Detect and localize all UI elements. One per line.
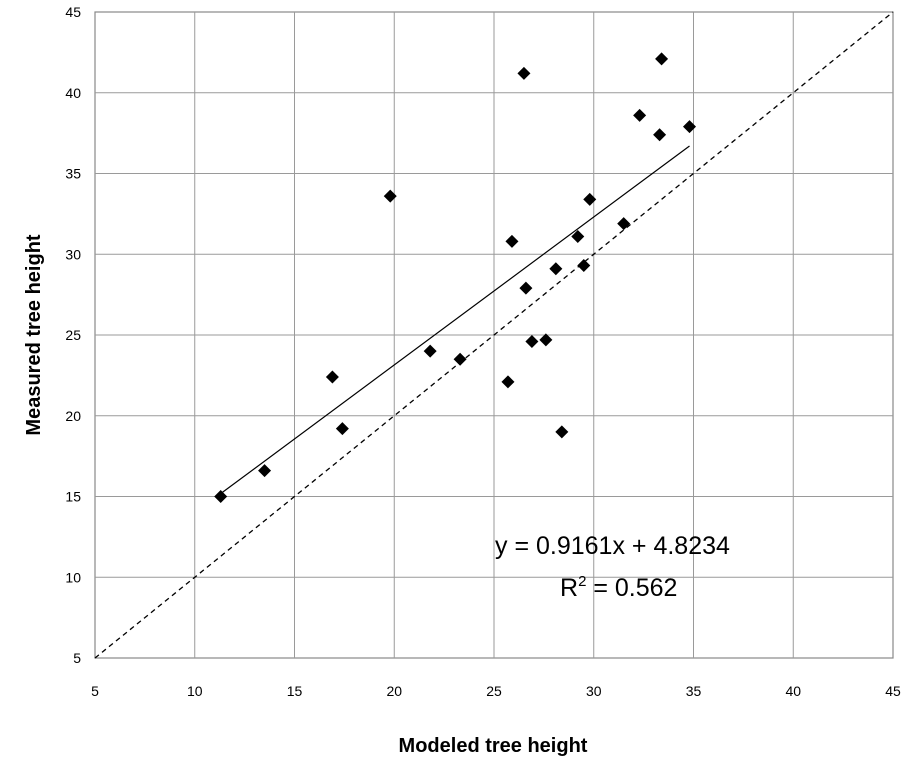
y-tick-label: 40 bbox=[65, 85, 81, 101]
data-point bbox=[555, 425, 569, 439]
x-tick-label: 30 bbox=[586, 683, 602, 699]
y-tick-label: 10 bbox=[65, 569, 81, 585]
y-tick-label: 30 bbox=[65, 246, 81, 262]
y-tick-label: 5 bbox=[73, 650, 81, 666]
x-tick-label: 15 bbox=[287, 683, 303, 699]
x-tick-label: 40 bbox=[785, 683, 801, 699]
tick-labels: 5 10 15 20 25 30 35 40 45 5 10 15 20 25 30 35 40 45 bbox=[65, 4, 901, 699]
trendline bbox=[220, 145, 690, 495]
data-point bbox=[423, 344, 437, 358]
y-tick-label: 20 bbox=[65, 408, 81, 424]
data-point bbox=[335, 422, 349, 436]
lines bbox=[94, 11, 894, 659]
data-point bbox=[617, 217, 631, 231]
data-point bbox=[577, 259, 591, 273]
data-point bbox=[519, 281, 533, 295]
x-tick-label: 45 bbox=[885, 683, 901, 699]
data-point bbox=[653, 128, 667, 142]
x-tick-label: 10 bbox=[187, 683, 203, 699]
x-tick-label: 5 bbox=[91, 683, 99, 699]
data-point bbox=[517, 66, 531, 80]
data-point bbox=[214, 490, 228, 503]
data-point bbox=[383, 189, 397, 203]
x-tick-label: 20 bbox=[386, 683, 402, 699]
data-point bbox=[549, 262, 563, 276]
data-point bbox=[539, 333, 553, 347]
data-point bbox=[633, 108, 647, 122]
y-tick-label: 45 bbox=[65, 4, 81, 20]
y-tick-label: 35 bbox=[65, 166, 81, 182]
data-point bbox=[571, 229, 585, 243]
reference-line-1-to-1 bbox=[94, 11, 894, 659]
y-tick-label: 15 bbox=[65, 489, 81, 505]
data-point bbox=[501, 375, 515, 389]
r-squared-value: = 0.562 bbox=[586, 574, 677, 602]
y-axis-title: Measured tree height bbox=[23, 234, 45, 436]
r-squared-prefix: R bbox=[560, 574, 578, 602]
data-point bbox=[525, 334, 539, 348]
data-point bbox=[655, 52, 669, 66]
data-point bbox=[583, 192, 597, 206]
r-squared-label: R2 = 0.562 bbox=[560, 573, 677, 602]
x-tick-label: 25 bbox=[486, 683, 502, 699]
data-point bbox=[258, 464, 272, 478]
r-squared-superscript: 2 bbox=[578, 573, 586, 590]
data-point bbox=[505, 234, 519, 248]
x-axis-title: Modeled tree height bbox=[399, 735, 588, 757]
data-point bbox=[325, 370, 339, 384]
data-point bbox=[683, 120, 697, 134]
x-tick-label: 35 bbox=[686, 683, 702, 699]
trendline-equation: y = 0.9161x + 4.8234 bbox=[495, 532, 730, 560]
data-points bbox=[214, 52, 697, 503]
data-point bbox=[453, 352, 467, 366]
y-tick-label: 25 bbox=[65, 327, 81, 343]
